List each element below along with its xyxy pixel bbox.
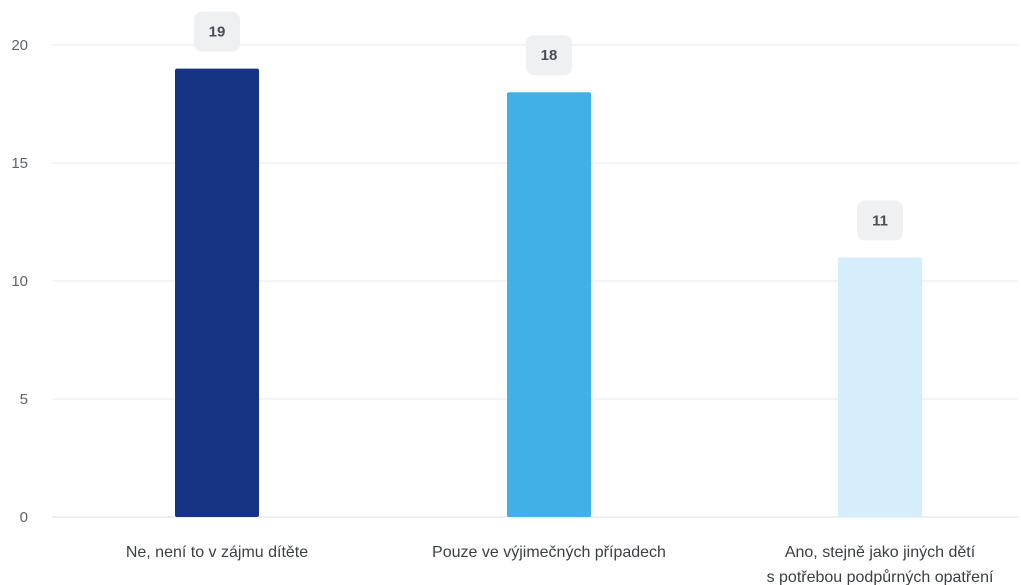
data-label: 19 [209,24,226,41]
y-tick-label: 15 [11,155,28,172]
bar [175,68,259,517]
data-labels: 19 18 11 [194,11,903,241]
bars [175,68,922,517]
y-tick-label: 0 [20,509,28,526]
data-label: 18 [541,47,558,64]
data-label-badge [194,11,240,52]
x-category-label: Ne, není to v zájmu dítěte [126,544,308,561]
y-axis-ticks: 0 5 10 15 20 [11,37,28,526]
x-axis-categories: Ne, není to v zájmu dítěte Pouze ve výjim… [126,544,994,585]
data-label-badge [526,35,572,76]
x-category-label: Pouze ve výjimečných případech [432,544,666,561]
data-label: 11 [872,212,888,229]
y-tick-label: 5 [20,391,28,408]
bar [838,257,922,517]
bar [507,92,591,517]
x-category-label: Ano, stejně jako jiných dětí [785,544,976,561]
data-label-badge [857,200,903,241]
x-category-label: s potřebou podpůrných opatření [767,568,994,585]
y-tick-label: 20 [11,37,28,54]
y-tick-label: 10 [11,273,28,290]
